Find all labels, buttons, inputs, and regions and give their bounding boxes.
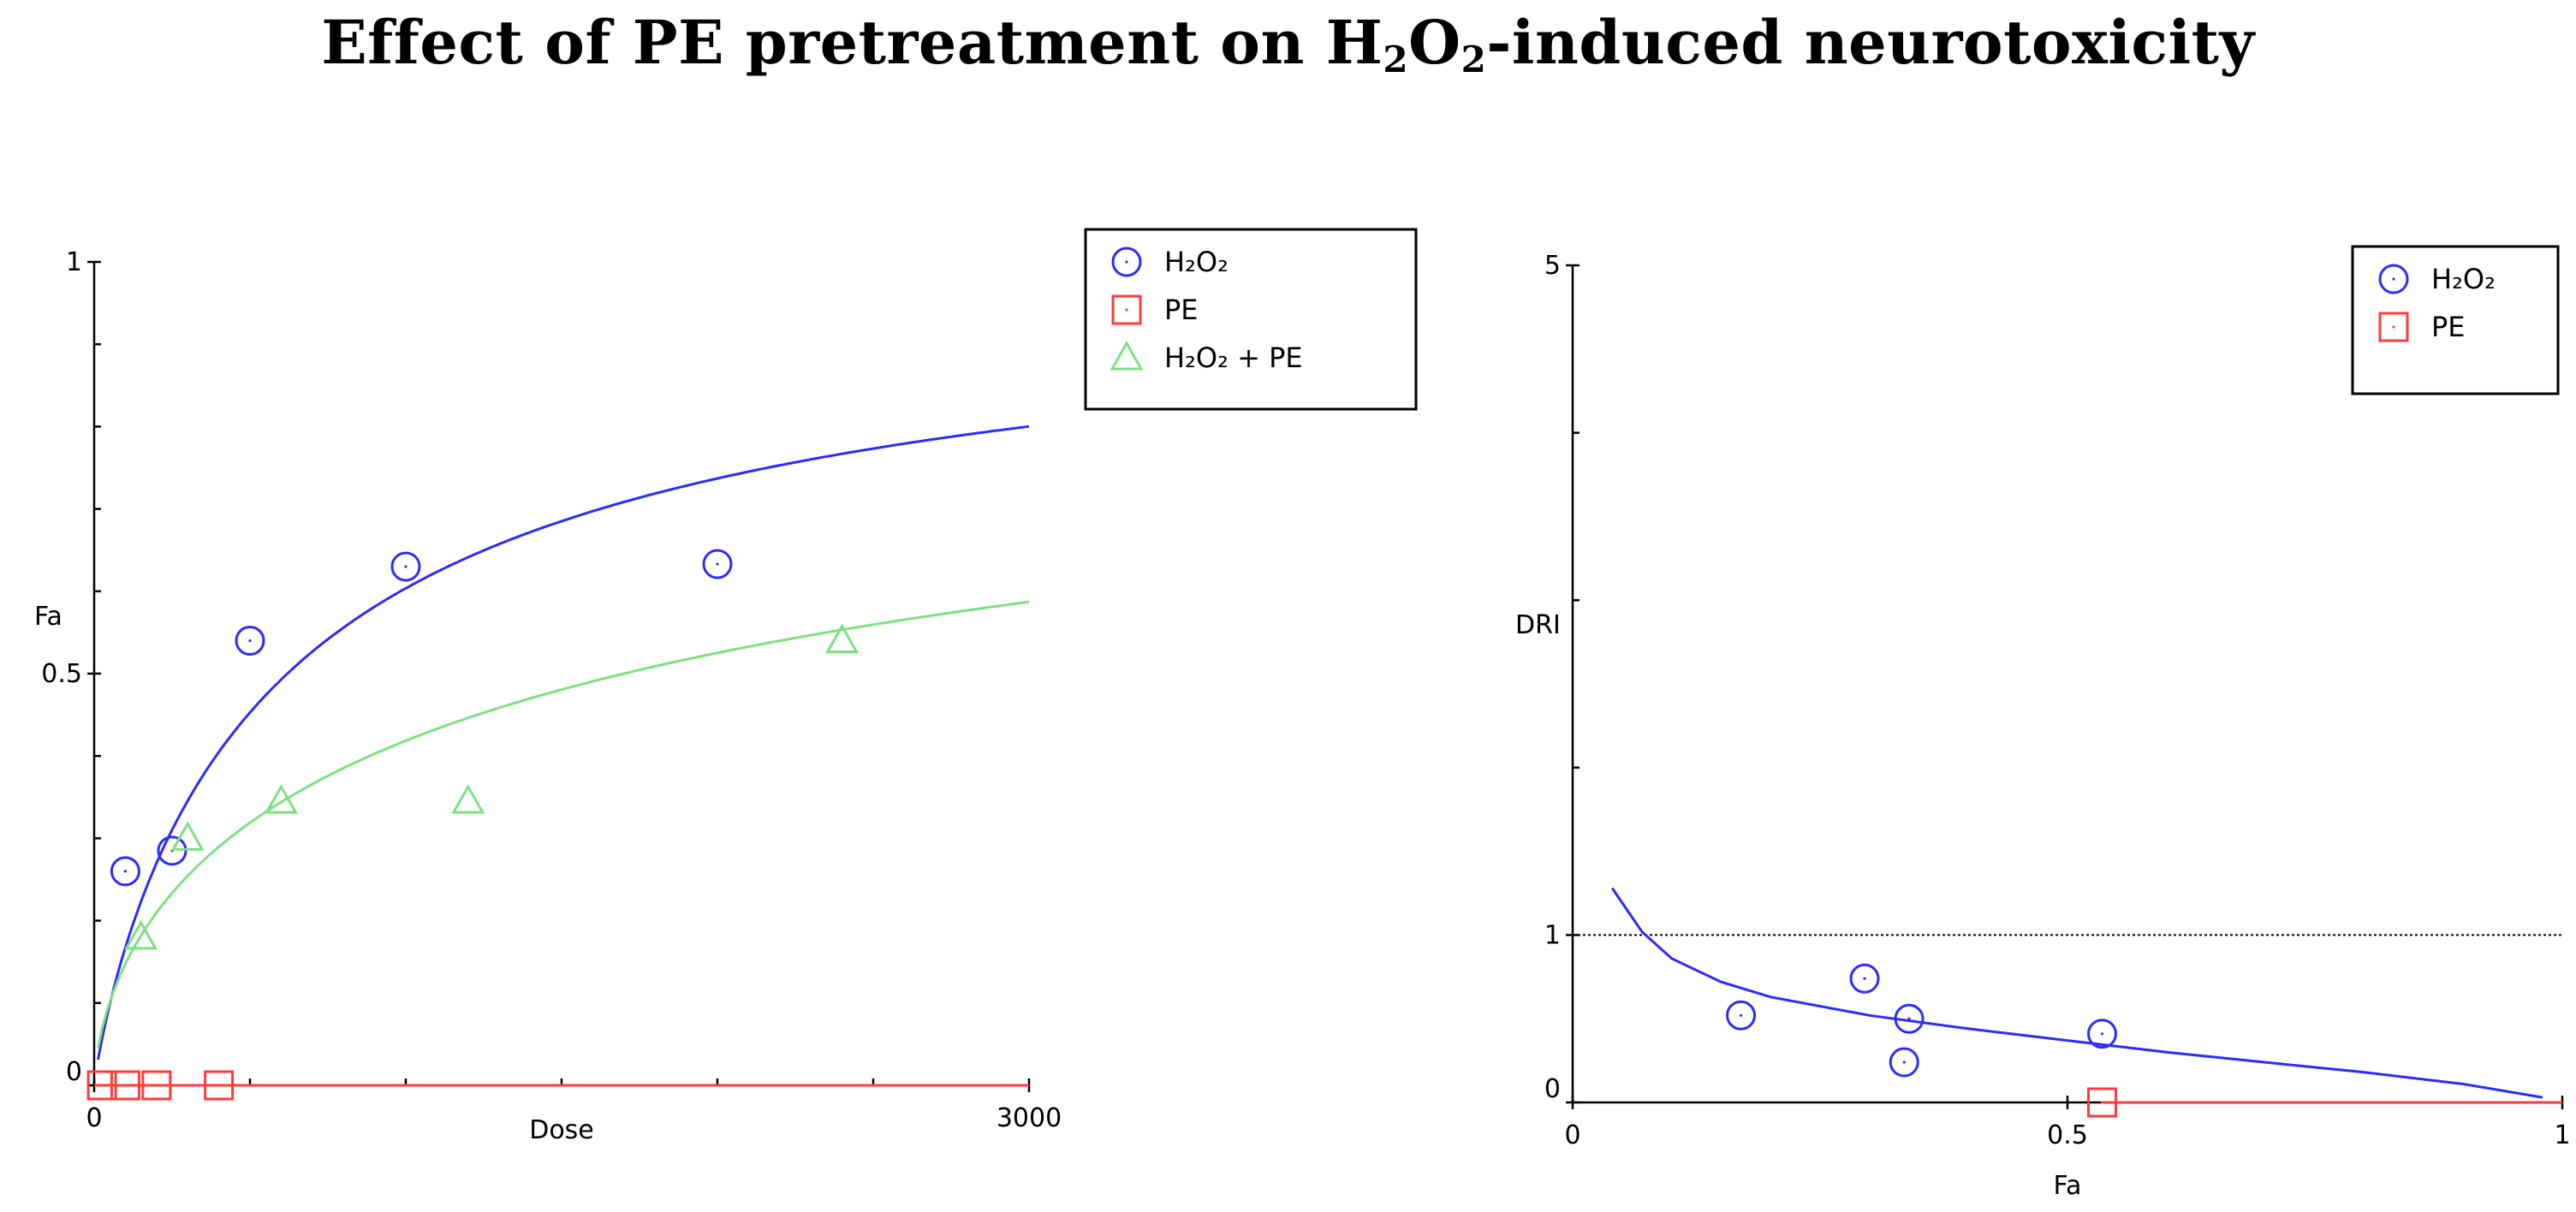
legend-label-h2o2: H₂O₂ (1164, 246, 1229, 278)
legend-marker-pe (1111, 294, 1142, 325)
y-tick-label: 0 (1544, 1074, 1561, 1104)
pe-point (2086, 1087, 2117, 1118)
h2o2-point-center (248, 639, 252, 643)
pe-point-center (123, 1084, 127, 1087)
h2o2-point-center (716, 562, 719, 566)
y-tick-label: 5 (1544, 251, 1561, 281)
y-tick-label: 1 (66, 247, 82, 277)
legend-marker-combo (1110, 340, 1144, 371)
x-tick-label: 0 (1564, 1120, 1580, 1150)
h2o2-point (1726, 1000, 1757, 1031)
pe-point-center (100, 1084, 104, 1087)
h2o2-point (235, 626, 265, 656)
legend-marker-pe (2378, 312, 2409, 342)
h2o2-point (1894, 1003, 1925, 1034)
h2o2-fit-line (1610, 887, 2543, 1099)
h2o2-point-center (1907, 1017, 1911, 1020)
legend-box (2351, 245, 2560, 395)
x-tick-label: 3000 (996, 1103, 1062, 1133)
h2o2-point (390, 551, 421, 582)
pe-point (141, 1070, 172, 1101)
legend-marker-h2o2 (2378, 264, 2409, 294)
combo-point (451, 784, 485, 814)
h2o2-point (2086, 1019, 2117, 1049)
h2o2-point-center (2100, 1032, 2104, 1036)
combo-fit-line (97, 600, 1030, 1049)
x-tick-label: 0.5 (2047, 1120, 2088, 1150)
pe-point (86, 1070, 117, 1101)
x-tick-label: 1 (2554, 1120, 2570, 1150)
pe-point (204, 1070, 235, 1101)
legend: H₂O₂ PE H₂O₂ + PE (1084, 228, 1418, 411)
figure-title: Effect of PE pretreatment on H2O2-induce… (321, 7, 2255, 80)
legend-label-combo: H₂O₂ + PE (1164, 342, 1303, 374)
h2o2-point (110, 856, 140, 887)
pe-point-center (2100, 1101, 2104, 1104)
y-axis-label: DRI (1515, 610, 1561, 640)
legend-marker-pe-center (2392, 325, 2395, 329)
y-tick-label: 0.5 (41, 659, 82, 689)
x-tick-label: 0 (86, 1103, 102, 1133)
legend-label-pe: PE (1164, 294, 1199, 326)
legend-marker-h2o2-center (2392, 277, 2395, 281)
x-axis-label: Dose (529, 1115, 594, 1145)
combo-point (825, 623, 860, 654)
legend-label-h2o2: H₂O₂ (2431, 263, 2496, 295)
legend-marker-h2o2-center (1125, 260, 1128, 264)
x-axis-label: Fa (2054, 1171, 2082, 1201)
h2o2-point-center (1739, 1013, 1743, 1017)
y-tick-label: 0 (66, 1057, 82, 1087)
pe-point (110, 1070, 140, 1101)
h2o2-fit-line (97, 425, 1030, 1060)
h2o2-point-center (1902, 1060, 1906, 1064)
h2o2-point-center (1863, 977, 1866, 980)
combo-point (170, 821, 205, 851)
h2o2-point-center (404, 565, 408, 568)
pe-point-center (217, 1084, 221, 1087)
dri-plot-chart: 0 1 5 0 0.5 1 DRI Fa H₂O₂ PE (1515, 245, 2571, 1201)
h2o2-point (702, 549, 733, 579)
h2o2-point-center (123, 870, 127, 873)
legend-marker-h2o2 (1111, 247, 1142, 277)
legend-label-pe: PE (2431, 311, 2466, 343)
combo-point (124, 919, 158, 950)
combo-point (264, 784, 298, 814)
legend-marker-pe-center (1125, 308, 1128, 312)
pe-point-center (155, 1084, 158, 1087)
h2o2-point (1889, 1047, 1919, 1078)
legend-box (1084, 228, 1418, 411)
dose-effect-chart: 0 0.5 1 0 3000 Fa Dose H₂O₂ PE H₂O₂ + PE (34, 228, 1418, 1145)
y-axis-label: Fa (34, 602, 62, 632)
h2o2-point (1849, 963, 1880, 994)
legend: H₂O₂ PE (2351, 245, 2560, 395)
y-tick-label: 1 (1544, 920, 1561, 950)
